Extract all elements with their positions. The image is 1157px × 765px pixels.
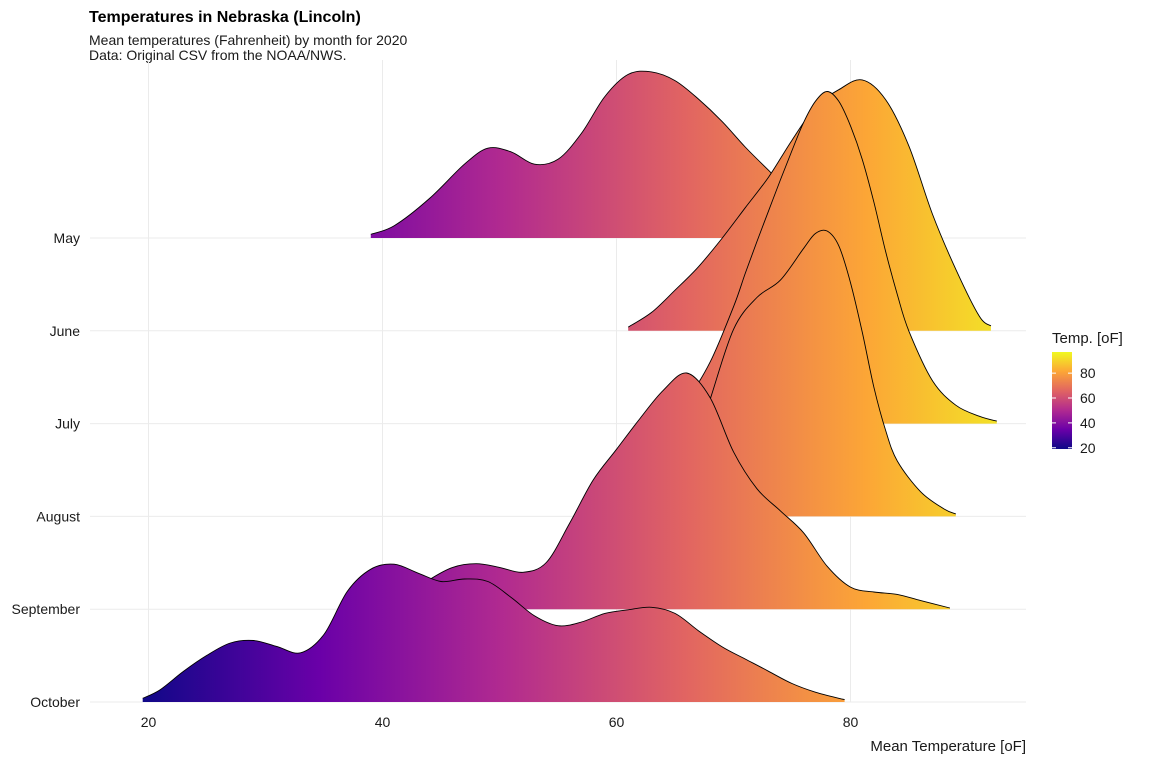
ridge-line-october: [142, 563, 845, 700]
y-tick-label-july: July: [55, 416, 80, 432]
subtitle-line-2: Data: Original CSV from the NOAA/NWS.: [89, 47, 347, 63]
x-tick-label-80: 80: [843, 714, 859, 730]
legend-colorbar: [1052, 352, 1072, 449]
axis-layer: May June July August September October 20 40 60 8…: [12, 230, 859, 730]
x-tick-label-60: 60: [609, 714, 625, 730]
ridge-area-october: [142, 564, 845, 702]
legend-title: Temp. [oF]: [1052, 330, 1123, 347]
x-axis-label: Mean Temperature [oF]: [870, 738, 1026, 755]
ridge-area-september: [382, 372, 950, 610]
ridge-line-july: [663, 91, 997, 422]
y-tick-label-october: October: [30, 694, 80, 710]
y-tick-label-august: August: [36, 508, 80, 524]
y-tick-label-june: June: [50, 323, 81, 339]
ridge-line-september: [382, 372, 951, 609]
ridge-area-may: [370, 71, 863, 239]
subtitle-line-1: Mean temperatures (Fahrenheit) by month …: [89, 32, 408, 48]
y-tick-label-may: May: [54, 230, 80, 246]
x-tick-label-40: 40: [375, 714, 391, 730]
legend-label-80: 80: [1080, 365, 1096, 381]
legend-label-40: 40: [1080, 415, 1096, 431]
legend-label-20: 20: [1080, 440, 1096, 456]
chart-subtitle: Mean temperatures (Fahrenheit) by month …: [89, 33, 407, 63]
ridge-area-august: [686, 230, 956, 517]
y-tick-label-september: September: [12, 601, 81, 617]
chart-title: Temperatures in Nebraska (Lincoln): [89, 9, 361, 26]
x-tick-label-20: 20: [141, 714, 157, 730]
legend-label-60: 60: [1080, 390, 1096, 406]
legend-layer: 20 40 60 80: [1052, 352, 1096, 456]
ridge-line-august: [686, 229, 956, 515]
ridge-layer: [142, 70, 997, 702]
